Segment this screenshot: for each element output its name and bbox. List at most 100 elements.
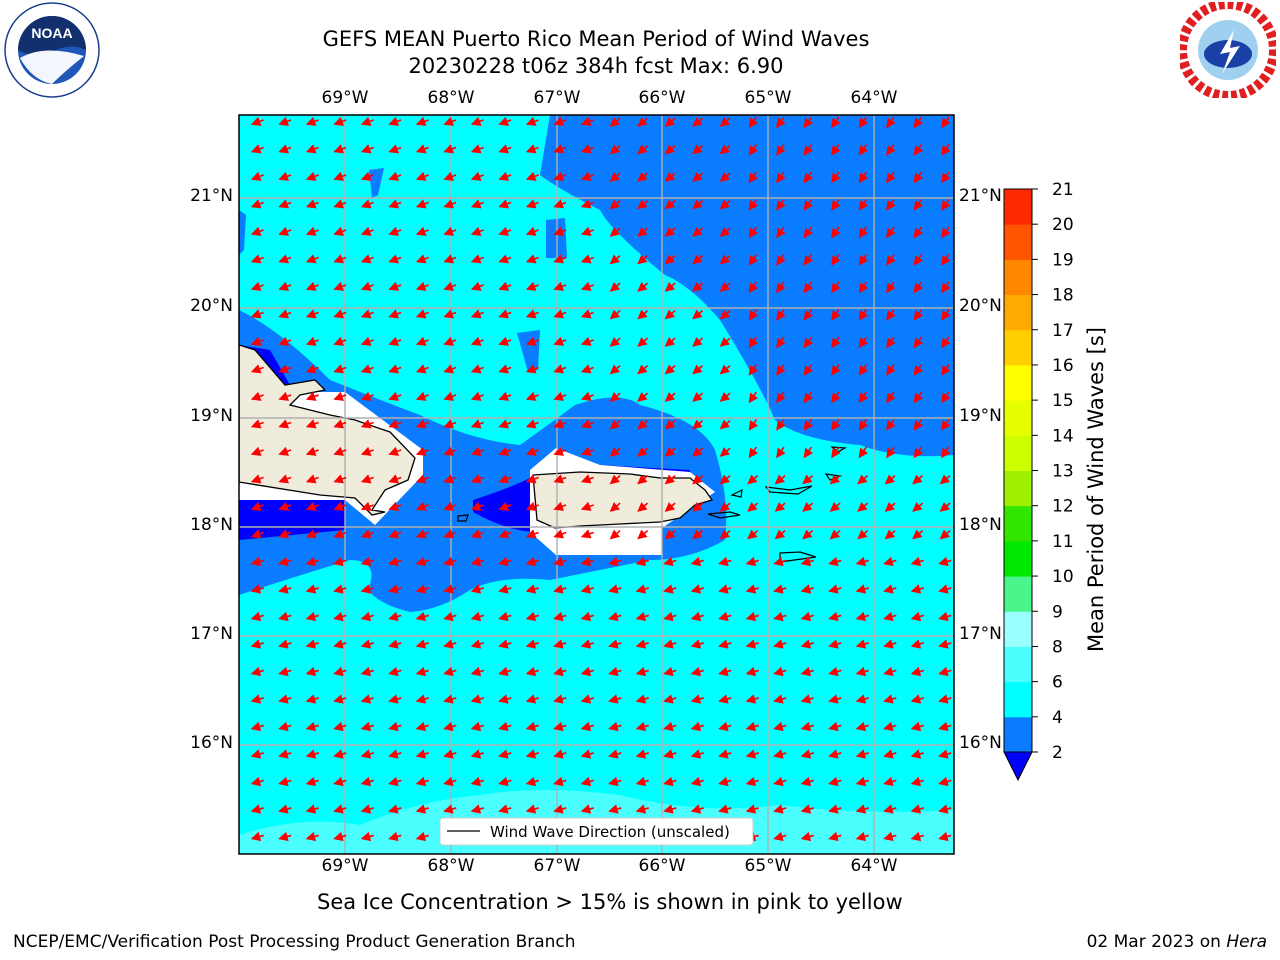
legend-label: Wind Wave Direction (unscaled) [490, 823, 730, 841]
wind-wave-arrow [470, 116, 484, 126]
wind-wave-arrow [803, 144, 814, 156]
wind-wave-arrow [333, 336, 347, 346]
wind-wave-arrow [637, 364, 649, 375]
wind-wave-arrow [718, 721, 732, 732]
wind-wave-arrow [580, 804, 595, 814]
wind-wave-arrow [938, 776, 952, 787]
colorbar-tick-label: 8 [1052, 637, 1063, 657]
lon-label-bottom: 65°W [744, 856, 792, 876]
wind-wave-arrow [803, 281, 814, 294]
colorbar-tick-label: 18 [1052, 286, 1074, 306]
chart-subtitle: 20230228 t06z 384h fcst Max: 6.90 [408, 54, 784, 78]
wind-wave-arrow [692, 199, 704, 210]
colorbar-segment [1004, 329, 1032, 366]
wind-wave-arrow [470, 639, 485, 649]
wind-wave-arrow [663, 776, 677, 787]
wind-wave-arrow [939, 529, 951, 540]
wind-wave-arrow [664, 474, 676, 485]
wind-wave-arrow [719, 199, 731, 210]
wind-wave-arrow [388, 281, 402, 291]
wind-wave-arrow [719, 337, 731, 347]
wind-wave-arrow [360, 749, 375, 759]
colorbar-tick-label: 15 [1052, 391, 1074, 411]
wind-wave-arrow [580, 749, 595, 759]
wind-wave-arrow [938, 831, 952, 842]
wind-wave-arrow [278, 474, 292, 484]
wind-wave-arrow [828, 639, 842, 649]
wind-wave-arrow [333, 419, 347, 429]
wind-wave-arrow [470, 556, 485, 567]
wind-wave-arrow [443, 501, 457, 511]
wind-wave-arrow [305, 501, 319, 511]
wind-wave-arrow [360, 529, 374, 539]
wind-wave-arrow [305, 694, 320, 704]
wind-wave-arrow [690, 639, 705, 649]
wind-wave-arrow [525, 529, 539, 539]
wind-wave-arrow [470, 776, 485, 787]
wind-wave-arrow [637, 502, 649, 512]
wind-wave-arrow [886, 199, 896, 211]
wind-wave-arrow [470, 419, 484, 429]
wind-wave-arrow [305, 776, 320, 787]
wind-wave-arrow [719, 529, 731, 540]
wind-wave-arrow [388, 391, 402, 401]
wind-wave-arrow [498, 556, 512, 567]
wind-wave-arrow [415, 419, 429, 429]
wind-wave-arrow [333, 694, 347, 704]
wind-wave-arrow [828, 721, 842, 732]
lat-label-left: 19°N [190, 406, 233, 426]
wind-wave-arrow [828, 804, 842, 814]
wind-wave-arrow [443, 144, 457, 154]
wind-wave-arrow [470, 171, 484, 181]
wind-wave-arrow [831, 254, 841, 266]
wind-wave-arrow [776, 419, 786, 431]
wind-wave-arrow [609, 172, 621, 182]
wind-wave-arrow [855, 831, 870, 842]
wind-wave-arrow [803, 199, 814, 211]
wind-wave-arrow [470, 666, 485, 677]
wind-wave-arrow [831, 144, 841, 156]
wind-wave-arrow [278, 611, 292, 622]
wind-wave-arrow [525, 364, 539, 374]
wind-wave-arrow [553, 309, 567, 319]
wind-wave-arrow [608, 749, 622, 759]
wind-wave-arrow [858, 391, 869, 404]
wind-wave-arrow [360, 694, 375, 704]
wind-wave-arrow [360, 171, 374, 181]
wind-wave-arrow [443, 474, 457, 484]
wind-wave-arrow [692, 529, 704, 540]
wind-wave-arrow [498, 419, 512, 429]
wind-wave-arrow [250, 309, 264, 319]
wind-wave-arrow [525, 336, 539, 346]
wind-wave-arrow [250, 254, 264, 264]
wind-wave-arrow [803, 364, 814, 376]
wind-wave-arrow [883, 639, 897, 649]
wind-wave-arrow [913, 254, 924, 266]
wind-wave-arrow [829, 529, 841, 540]
lat-label-right: 19°N [959, 406, 1002, 426]
wind-wave-arrow [525, 391, 539, 401]
wind-wave-arrow [305, 611, 320, 622]
wind-wave-arrow [855, 721, 870, 732]
wind-wave-arrow [803, 309, 814, 321]
wind-wave-arrow [525, 116, 539, 126]
wind-wave-arrow [941, 226, 951, 239]
wind-wave-arrow [443, 199, 457, 209]
wind-wave-arrow [773, 666, 787, 677]
wind-wave-arrow [443, 419, 457, 429]
wind-wave-arrow [773, 556, 787, 567]
wind-wave-arrow [776, 391, 786, 404]
wind-wave-arrow [360, 474, 374, 484]
wind-wave-arrow [553, 529, 567, 539]
wind-wave-arrow [305, 309, 319, 319]
wind-wave-arrow [938, 639, 952, 649]
wind-wave-arrow [910, 694, 925, 704]
wind-wave-arrow [360, 391, 374, 401]
wind-wave-arrow [886, 226, 896, 239]
wind-wave-arrow [858, 336, 869, 349]
wind-wave-arrow [443, 776, 457, 787]
wind-wave-arrow [580, 364, 594, 374]
wind-wave-arrow [333, 446, 347, 456]
wind-wave-arrow [498, 281, 512, 291]
